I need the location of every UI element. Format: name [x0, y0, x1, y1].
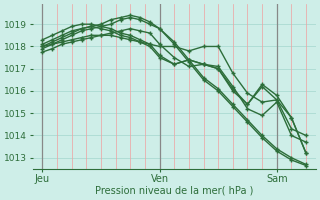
X-axis label: Pression niveau de la mer( hPa ): Pression niveau de la mer( hPa ) [95, 186, 253, 196]
